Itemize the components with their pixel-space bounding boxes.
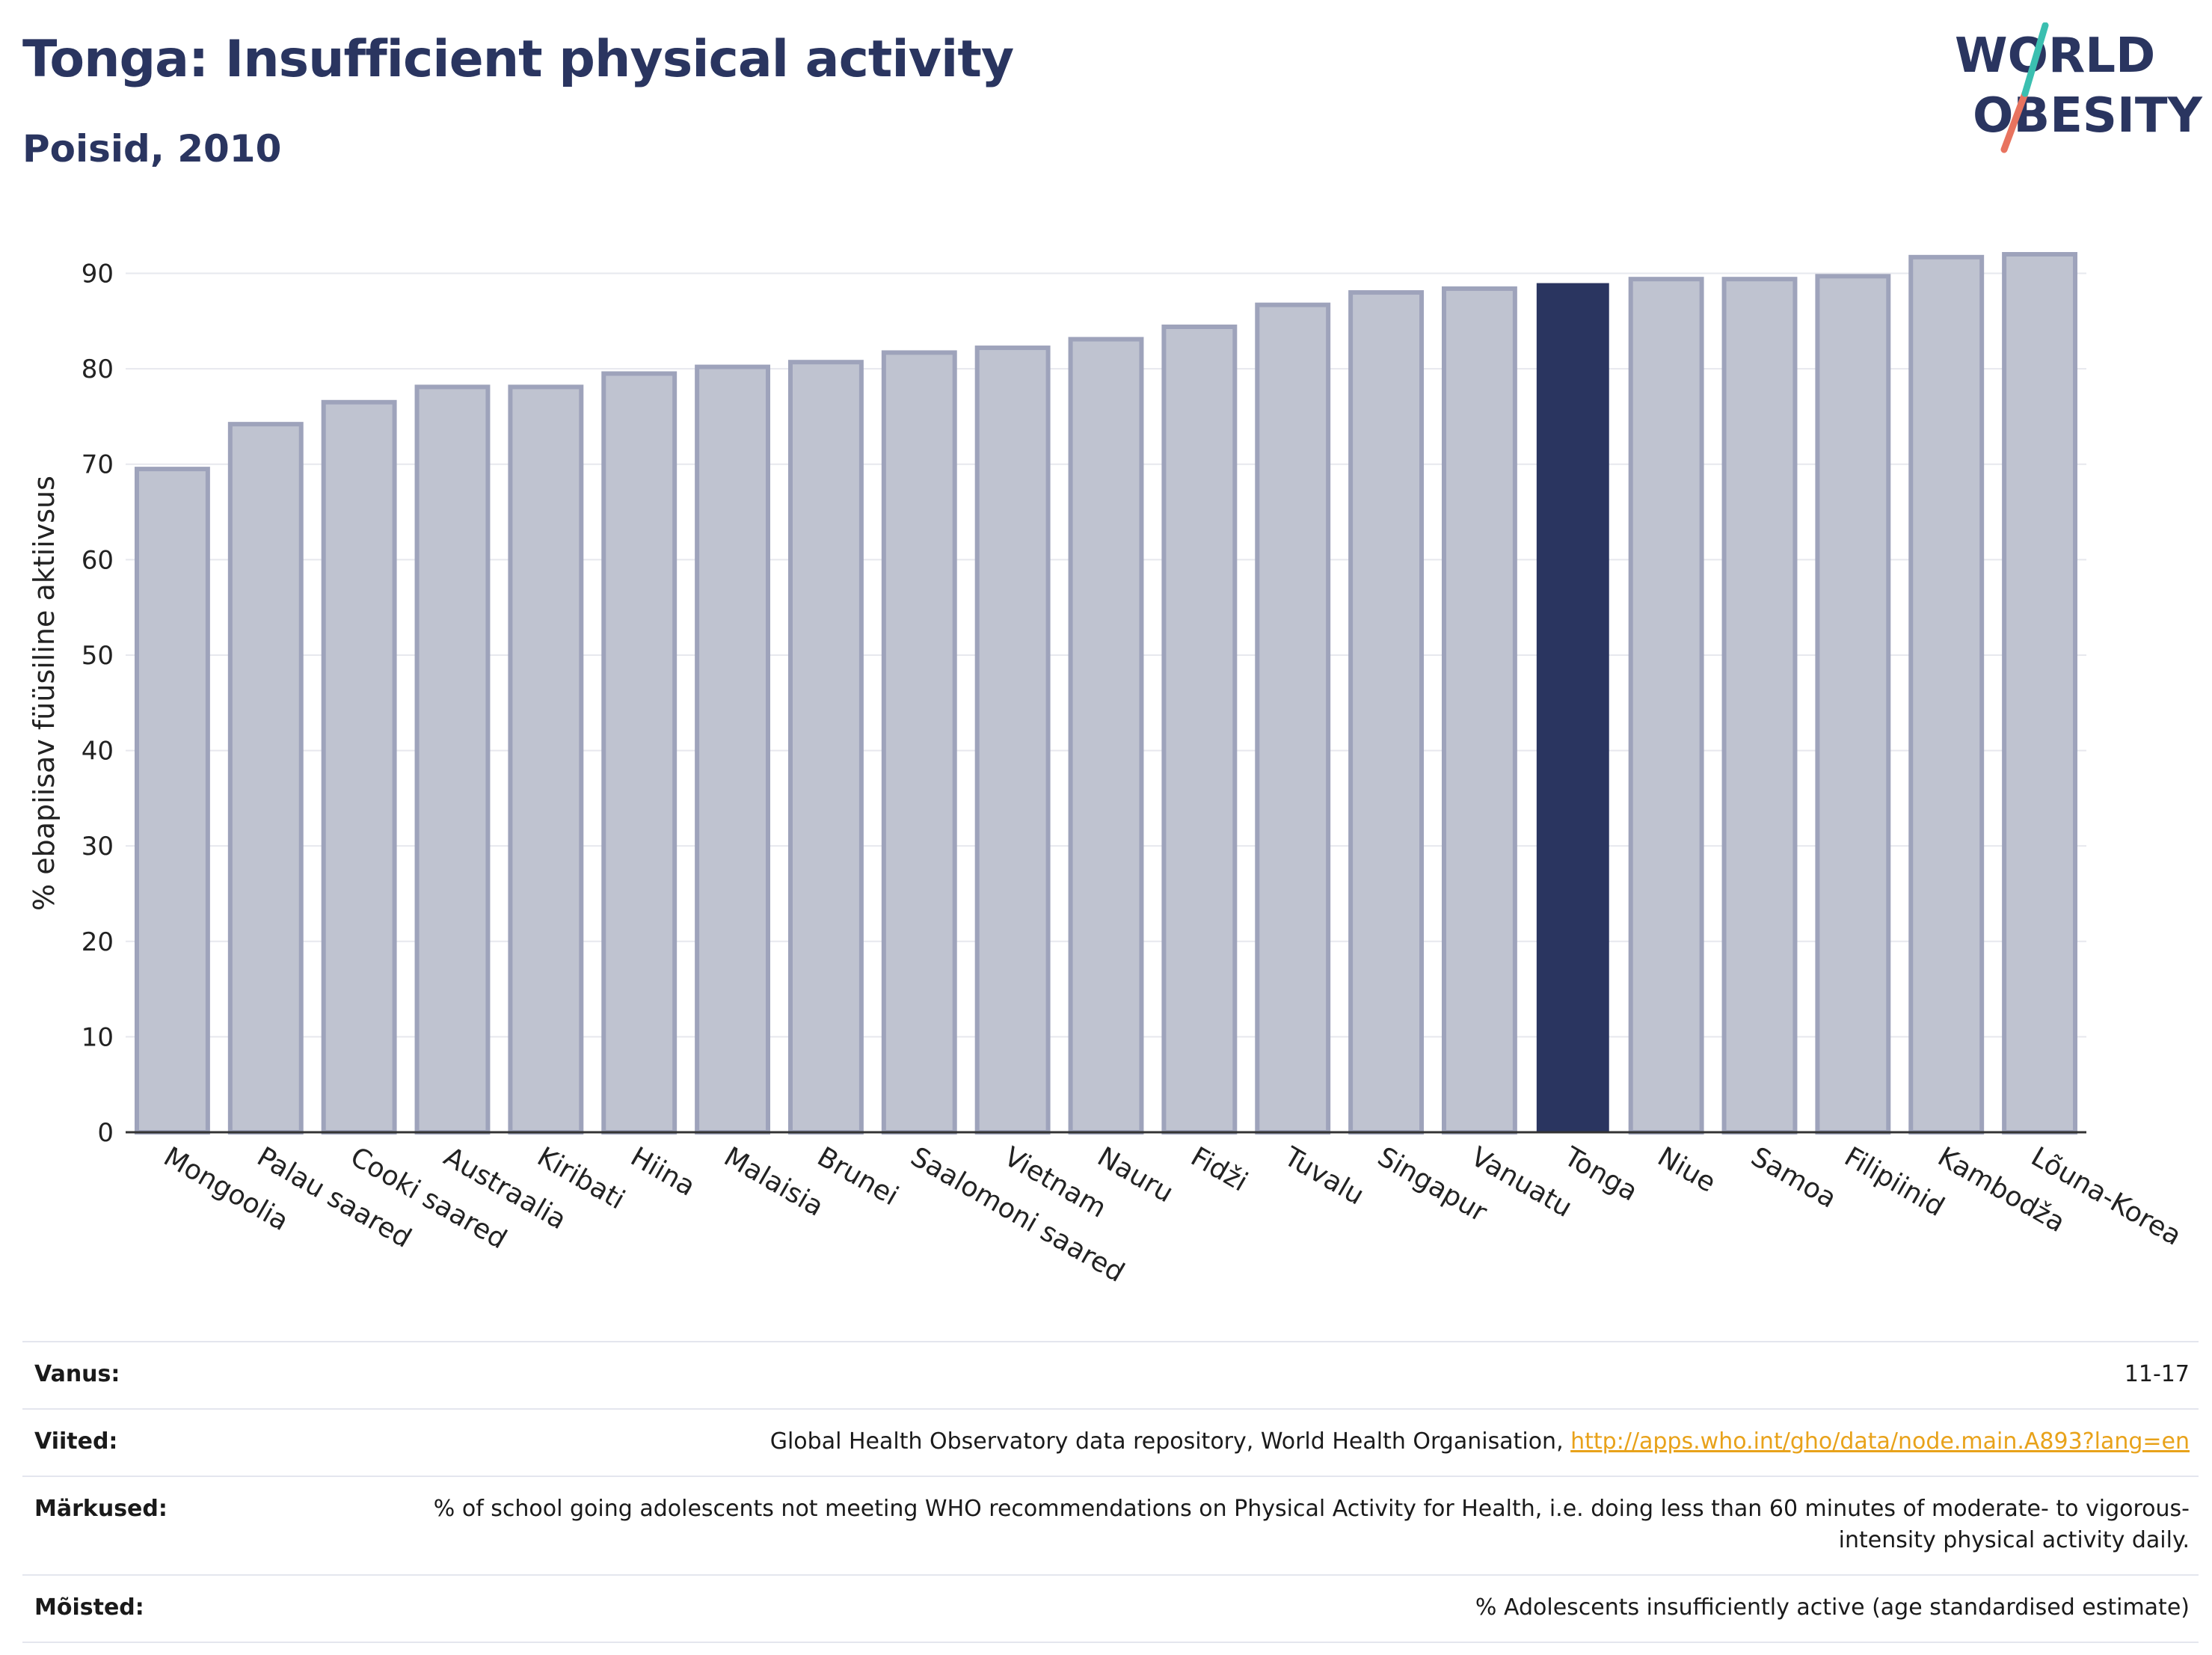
category-label: Cooki saared	[345, 1141, 512, 1255]
info-key-notes: Märkused:	[34, 1496, 168, 1522]
category-label: Brunei	[812, 1141, 903, 1212]
logo-line-1: WORLD	[1955, 28, 2155, 84]
category-label: Palau saared	[252, 1141, 417, 1254]
bar-mongoolia	[134, 467, 210, 1134]
world-obesity-logo: WORLD OBESITY	[1955, 22, 2202, 153]
bar-filipiinid	[1815, 274, 1891, 1135]
y-tick-labels: 0 10 20 30 40 50 60 70 80 90	[82, 260, 114, 1148]
reference-text: Global Health Observatory data repositor…	[769, 1428, 1571, 1455]
y-tick-label: 50	[82, 641, 114, 671]
bar-tonga	[1536, 283, 1609, 1133]
bar-vietnam	[974, 346, 1051, 1134]
info-key-definitions: Mõisted:	[34, 1594, 144, 1621]
bar-hiina	[601, 371, 678, 1134]
info-row-notes: Märkused: % of school going adolescents …	[22, 1476, 2199, 1574]
category-label: Fidži	[1185, 1141, 1253, 1197]
y-tick-label: 60	[82, 545, 114, 575]
reference-link[interactable]: http://apps.who.int/gho/data/node.main.A…	[1570, 1428, 2190, 1455]
y-tick-label: 30	[82, 832, 114, 862]
bar-cooki-saared	[321, 399, 397, 1134]
bar-lõuna-korea	[2002, 252, 2078, 1134]
y-axis-title: % ebapiisav füüsiline aktiivsus	[28, 476, 61, 911]
info-table: Vanus: 11-17 Viited: Global Health Obser…	[22, 1341, 2199, 1643]
info-key-references: Viited:	[34, 1428, 118, 1455]
bar-malaisia	[695, 364, 771, 1134]
y-tick-label: 20	[82, 927, 114, 957]
category-label: Malaisia	[719, 1141, 829, 1223]
info-row-references: Viited: Global Health Observatory data r…	[22, 1408, 2199, 1476]
category-label: Niue	[1653, 1141, 1721, 1198]
y-tick-label: 10	[82, 1022, 114, 1052]
y-tick-label: 90	[82, 260, 114, 289]
bar-saalomoni-saared	[881, 350, 957, 1134]
bar-kambodža	[1908, 254, 1985, 1134]
info-value-notes: % of school going adolescents not meetin…	[433, 1496, 2190, 1553]
info-key-age: Vanus:	[34, 1361, 120, 1387]
y-tick-label: 40	[82, 737, 114, 767]
y-tick-label: 70	[82, 450, 114, 480]
page-title: Tonga: Insufficient physical activity	[22, 30, 1014, 89]
bar-brunei	[787, 360, 864, 1134]
category-label: Filipiinid	[1839, 1141, 1949, 1223]
bar-niue	[1628, 277, 1704, 1135]
y-tick-label: 80	[82, 354, 114, 384]
category-label: Samoa	[1746, 1141, 1842, 1215]
bar-fidži	[1161, 324, 1238, 1134]
category-label: Tuvalu	[1278, 1141, 1368, 1212]
bar-palau-saared	[227, 422, 304, 1134]
bar-austraalia	[414, 384, 491, 1134]
bar-nauru	[1068, 337, 1144, 1134]
bar-tuvalu	[1255, 302, 1331, 1135]
info-value-references: Global Health Observatory data repositor…	[770, 1426, 2190, 1458]
bar-vanuatu	[1441, 286, 1517, 1135]
info-row-definitions: Mõisted: % Adolescents insufficiently ac…	[22, 1574, 2199, 1643]
info-row-age: Vanus: 11-17	[22, 1341, 2199, 1408]
category-label: Hiina	[625, 1141, 700, 1202]
bar-samoa	[1721, 277, 1798, 1135]
info-value-age: 11-17	[2124, 1361, 2190, 1387]
bar-singapur	[1348, 290, 1425, 1135]
logo-slash-teal	[2021, 22, 2049, 97]
y-tick-label: 0	[97, 1118, 114, 1148]
logo-slash-coral	[2000, 90, 2029, 153]
info-value-definitions: % Adolescents insufficiently active (age…	[1475, 1594, 2190, 1621]
page-subtitle: Poisid, 2010	[22, 127, 282, 171]
bar-kiribati	[508, 384, 584, 1134]
bars	[134, 252, 2078, 1135]
